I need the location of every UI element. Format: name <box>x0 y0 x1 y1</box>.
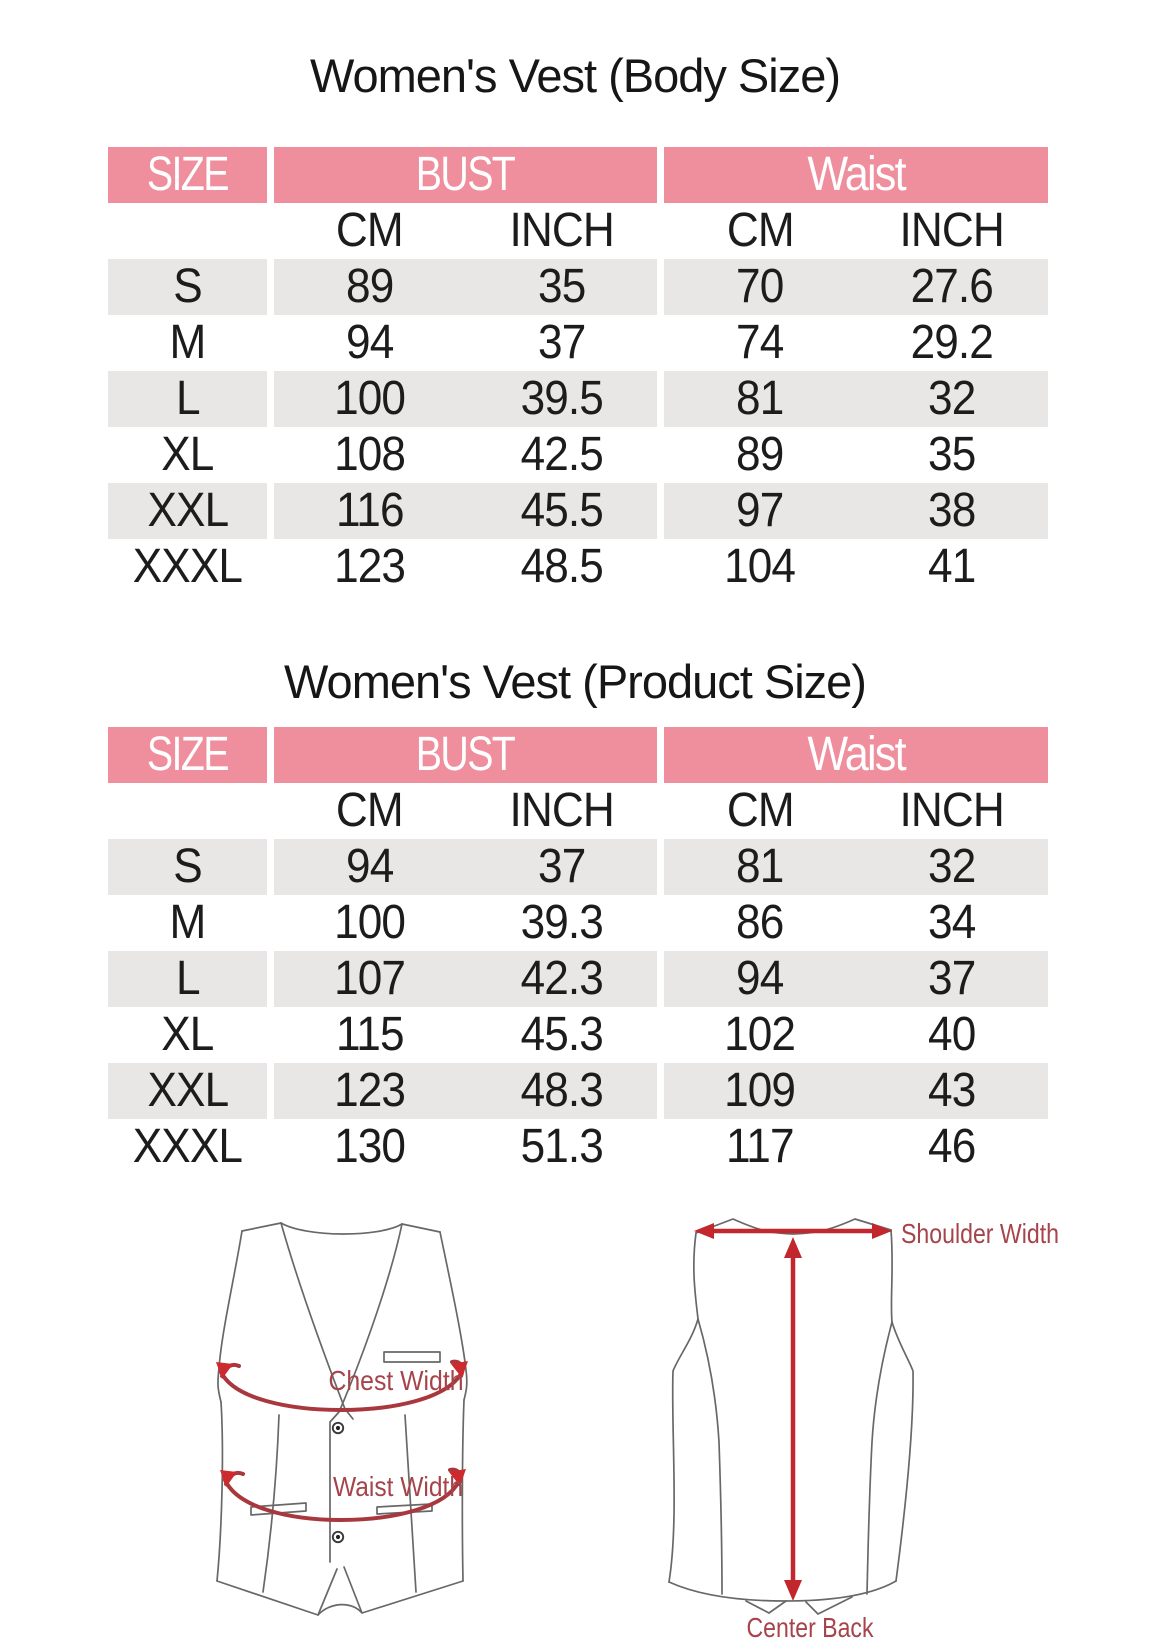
svg-text:Waist Width: Waist Width <box>333 1471 463 1502</box>
svg-text:Shoulder Width: Shoulder Width <box>901 1218 1059 1249</box>
svg-text:Center Back: Center Back <box>747 1612 875 1643</box>
svg-text:Chest Width: Chest Width <box>329 1365 464 1396</box>
